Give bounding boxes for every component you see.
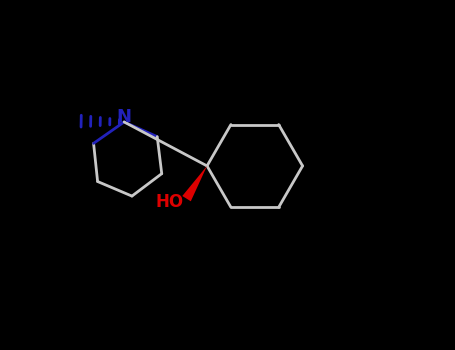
Polygon shape — [182, 166, 207, 201]
Text: HO: HO — [155, 193, 183, 211]
Text: N: N — [116, 107, 131, 126]
